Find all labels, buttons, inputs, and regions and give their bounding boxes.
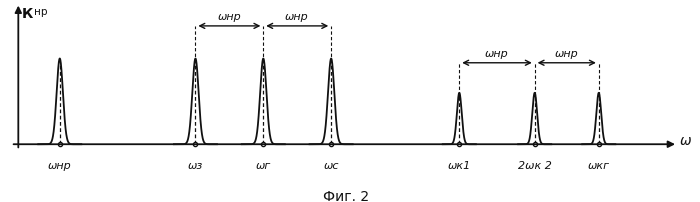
Text: 2ωк 2: 2ωк 2 (518, 160, 552, 170)
Text: ωз: ωз (188, 160, 203, 170)
Text: ωкг: ωкг (588, 160, 610, 170)
Text: ωнр: ωнр (485, 48, 509, 58)
Text: ωнр: ωнр (555, 48, 579, 58)
Text: ωс: ωс (323, 160, 339, 170)
Text: ωг: ωг (256, 160, 271, 170)
Text: ωнр: ωнр (218, 12, 241, 22)
Text: ωк1: ωк1 (448, 160, 471, 170)
Text: К: К (22, 7, 34, 21)
Text: ω: ω (680, 133, 692, 147)
Text: ωнр: ωнр (48, 160, 71, 170)
Text: нр: нр (34, 7, 48, 17)
Text: ωнр: ωнр (286, 12, 309, 22)
Text: Фиг. 2: Фиг. 2 (323, 189, 370, 202)
